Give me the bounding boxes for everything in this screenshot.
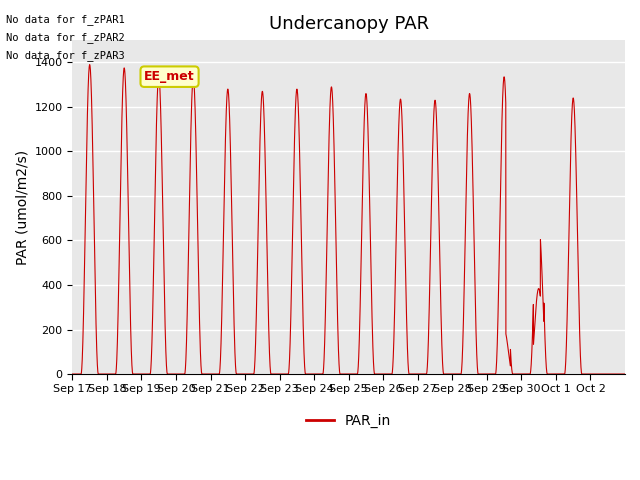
Legend: PAR_in: PAR_in xyxy=(301,408,397,434)
Text: No data for f_zPAR1: No data for f_zPAR1 xyxy=(6,13,125,24)
Text: EE_met: EE_met xyxy=(144,70,195,83)
Y-axis label: PAR (umol/m2/s): PAR (umol/m2/s) xyxy=(15,149,29,264)
Text: No data for f_zPAR3: No data for f_zPAR3 xyxy=(6,50,125,61)
Text: No data for f_zPAR2: No data for f_zPAR2 xyxy=(6,32,125,43)
Title: Undercanopy PAR: Undercanopy PAR xyxy=(269,15,429,33)
